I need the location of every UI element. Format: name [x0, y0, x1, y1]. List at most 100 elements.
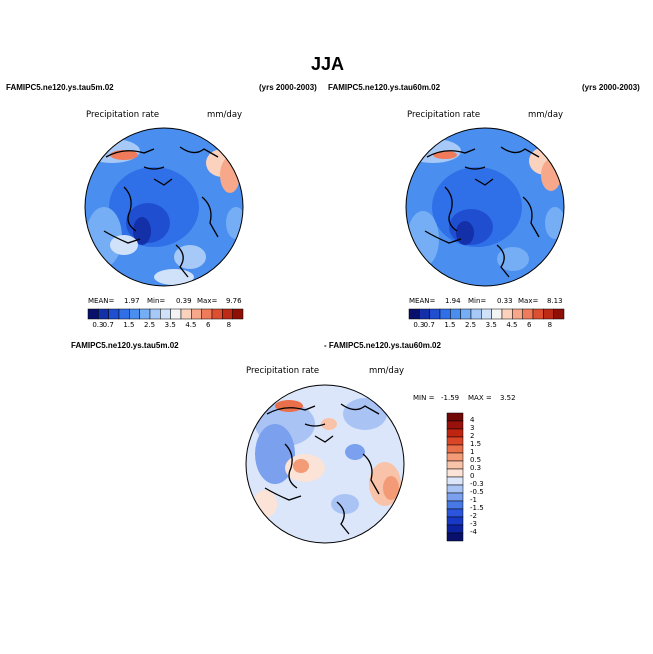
colorbar-swatch — [201, 308, 213, 320]
colorbar-tick-label: 0.3 — [92, 321, 104, 329]
colorbar-swatch — [446, 508, 464, 518]
left-max-value: 9.76 — [226, 297, 242, 305]
colorbar-swatch — [446, 524, 464, 534]
colorbar-tick-label: 1.5 — [444, 321, 456, 329]
colorbar-tick-label: 3.5 — [485, 321, 497, 329]
diff-colorbar — [446, 412, 464, 542]
colorbar-swatch — [439, 308, 451, 320]
colorbar-swatch — [446, 516, 464, 526]
left-polar-map — [84, 127, 244, 287]
colorbar-swatch — [446, 420, 464, 430]
colorbar-swatch — [446, 412, 464, 422]
colorbar-swatch — [491, 308, 503, 320]
colorbar-tick-label: 8 — [547, 321, 553, 329]
colorbar-swatch — [98, 308, 109, 320]
diff-min-value: -1.59 — [441, 394, 460, 402]
colorbar-swatch — [160, 308, 171, 320]
colorbar-tick-label: -1 — [470, 496, 477, 504]
colorbar-swatch — [222, 308, 233, 320]
right-min-label: Min= — [468, 297, 487, 305]
left-units-label: mm/day — [207, 110, 243, 120]
colorbar-swatch — [543, 308, 554, 320]
right-polar-map — [405, 127, 565, 287]
colorbar-swatch — [470, 308, 482, 320]
colorbar-tick-label: 0.7 — [102, 321, 114, 329]
colorbar-swatch — [450, 308, 461, 320]
colorbar-swatch — [446, 492, 464, 502]
colorbar-swatch — [446, 460, 464, 470]
colorbar-swatch — [501, 308, 513, 320]
colorbar-tick-label: -2 — [470, 512, 477, 520]
diff-case-a: FAMIPC5.ne120.ys.tau5m.02 — [71, 341, 179, 350]
colorbar-swatch — [481, 308, 492, 320]
colorbar-swatch — [211, 308, 223, 320]
colorbar-tick-label: 2.5 — [144, 321, 156, 329]
diff-min-label: MIN = — [413, 394, 435, 402]
colorbar-tick-label: -1.5 — [470, 504, 484, 512]
colorbar-swatch — [108, 308, 120, 320]
colorbar-swatch — [118, 308, 130, 320]
colorbar-swatch — [446, 444, 464, 454]
colorbar-tick-label: 8 — [226, 321, 232, 329]
diff-case-b: - FAMIPC5.ne120.ys.tau60m.02 — [324, 341, 441, 350]
colorbar-tick-label: -0.5 — [470, 488, 484, 496]
colorbar-swatch — [446, 476, 464, 486]
colorbar-swatch — [460, 308, 472, 320]
colorbar-swatch — [419, 308, 430, 320]
left-max-label: Max= — [197, 297, 218, 305]
colorbar-swatch — [522, 308, 534, 320]
colorbar-tick-label: -0.3 — [470, 480, 484, 488]
colorbar-swatch — [446, 484, 464, 494]
diff-units-label: mm/day — [369, 366, 405, 376]
colorbar-swatch — [191, 308, 202, 320]
left-mean-value: 1.97 — [124, 297, 140, 305]
colorbar-swatch — [553, 308, 565, 320]
right-max-value: 8.13 — [547, 297, 563, 305]
colorbar-tick-label: -3 — [470, 520, 477, 528]
colorbar-tick-label: 1.5 — [470, 440, 482, 448]
colorbar-swatch — [87, 308, 99, 320]
colorbar-tick-label: 3 — [470, 424, 475, 432]
right-mean-label: MEAN= — [409, 297, 436, 305]
colorbar-swatch — [139, 308, 151, 320]
colorbar-swatch — [149, 308, 161, 320]
left-variable-label: Precipitation rate — [86, 110, 160, 120]
left-years: (yrs 2000-2003) — [259, 83, 317, 92]
left-min-label: Min= — [147, 297, 166, 305]
colorbar-tick-label: 0 — [470, 472, 475, 480]
right-min-value: 0.33 — [497, 297, 513, 305]
colorbar-tick-label: 3.5 — [164, 321, 176, 329]
colorbar-swatch — [446, 428, 464, 438]
colorbar-swatch — [446, 452, 464, 462]
colorbar-tick-label: 4.5 — [185, 321, 197, 329]
colorbar-swatch — [512, 308, 523, 320]
left-colorbar — [87, 308, 244, 320]
colorbar-tick-label: 0.7 — [423, 321, 435, 329]
diff-polar-map — [245, 384, 405, 544]
colorbar-tick-label: 0.3 — [470, 464, 482, 472]
right-case-name: FAMIPC5.ne120.ys.tau60m.02 — [328, 83, 441, 92]
colorbar-swatch — [180, 308, 192, 320]
left-min-value: 0.39 — [176, 297, 192, 305]
colorbar-swatch — [446, 468, 464, 478]
right-years: (yrs 2000-2003) — [582, 83, 640, 92]
colorbar-swatch — [170, 308, 182, 320]
colorbar-tick-label: 0.5 — [470, 456, 482, 464]
colorbar-swatch — [129, 308, 140, 320]
left-case-name: FAMIPC5.ne120.ys.tau5m.02 — [6, 83, 114, 92]
page-title: JJA — [311, 54, 345, 74]
diff-max-label: MAX = — [468, 394, 492, 402]
colorbar-tick-label: 2.5 — [465, 321, 477, 329]
colorbar-tick-label: 6 — [206, 321, 211, 329]
right-variable-label: Precipitation rate — [407, 110, 481, 120]
colorbar-swatch — [408, 308, 420, 320]
colorbar-tick-label: 4 — [470, 416, 475, 424]
diff-max-value: 3.52 — [500, 394, 516, 402]
right-mean-value: 1.94 — [445, 297, 461, 305]
colorbar-tick-label: 4.5 — [506, 321, 518, 329]
colorbar-tick-label: 1 — [470, 448, 475, 456]
colorbar-tick-label: 0.3 — [413, 321, 425, 329]
right-max-label: Max= — [518, 297, 539, 305]
right-units-label: mm/day — [528, 110, 564, 120]
colorbar-swatch — [429, 308, 441, 320]
